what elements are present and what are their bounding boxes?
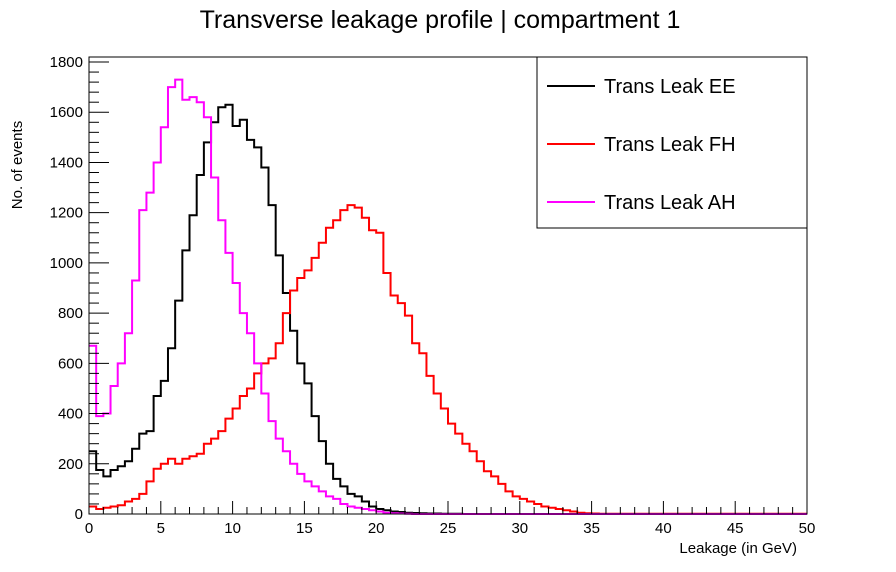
legend: Trans Leak EE Trans Leak FH Trans Leak AH: [536, 56, 808, 229]
y-tick-label: 400: [58, 406, 83, 423]
y-tick-label: 0: [75, 506, 83, 523]
x-tick-label: 35: [583, 520, 600, 537]
y-tick-label: 600: [58, 355, 83, 372]
y-tick-label: 1600: [50, 104, 83, 121]
y-tick-label: 800: [58, 305, 83, 322]
x-tick-label: 10: [224, 520, 241, 537]
x-tick-label: 0: [85, 520, 93, 537]
x-tick-label: 5: [157, 520, 165, 537]
x-tick-label: 25: [440, 520, 457, 537]
x-tick-label: 20: [368, 520, 385, 537]
x-tick-label: 30: [511, 520, 528, 537]
y-tick-label: 1800: [50, 54, 83, 71]
y-axis-title: No. of events: [9, 121, 26, 209]
x-tick-label: 50: [799, 520, 816, 537]
y-tick-label: 1400: [50, 154, 83, 171]
legend-label-trans-leak-ah: Trans Leak AH: [604, 192, 736, 214]
y-tick-label: 200: [58, 456, 83, 473]
y-tick-label: 1000: [50, 255, 83, 272]
series-line-trans-leak-fh: [89, 204, 807, 515]
y-tick-label: 1200: [50, 205, 83, 222]
legend-label-trans-leak-ee: Trans Leak EE: [604, 76, 736, 98]
legend-label-trans-leak-fh: Trans Leak FH: [604, 134, 736, 156]
chart-title: Transverse leakage profile | compartment…: [200, 6, 681, 34]
x-axis-title: Leakage (in GeV): [679, 540, 797, 557]
x-tick-label: 15: [296, 520, 313, 537]
axes: 0 5 10 15 20 25 30 35 40 45 50 0 200 400 600 800 1000 120…: [50, 54, 816, 537]
x-tick-label: 45: [727, 520, 744, 537]
x-tick-label: 40: [655, 520, 672, 537]
